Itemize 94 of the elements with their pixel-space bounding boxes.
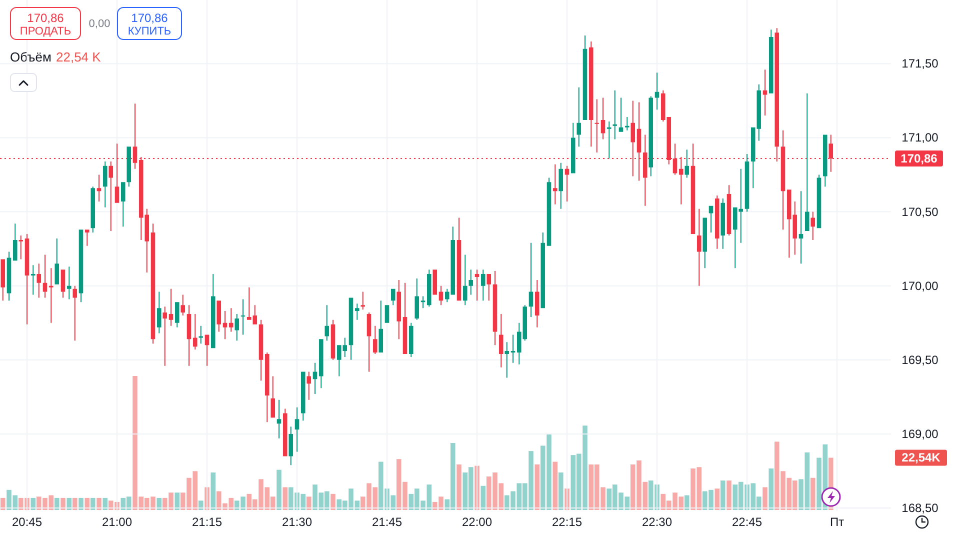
bar	[90, 498, 96, 510]
y-tick-label: 171,00	[902, 130, 939, 145]
bar	[102, 498, 108, 510]
candlestick	[96, 174, 102, 202]
candlestick	[354, 304, 360, 320]
candlestick	[576, 87, 582, 147]
candlestick	[84, 230, 90, 246]
y-tick-label: 170,00	[902, 278, 939, 293]
bar	[552, 462, 558, 510]
candlestick	[504, 342, 510, 378]
x-tick-label: 22:00	[462, 515, 492, 529]
candlestick	[498, 314, 504, 368]
x-tick-label: Пт	[830, 515, 845, 529]
candlestick	[804, 93, 810, 232]
candlestick	[468, 270, 474, 295]
bar	[810, 478, 816, 510]
bar	[54, 498, 60, 510]
candlestick	[306, 372, 312, 400]
x-tick-label: 22:30	[642, 515, 672, 529]
annotation: ПРОДАТЬ	[20, 26, 72, 38]
candlestick	[618, 98, 624, 132]
bar	[0, 498, 6, 510]
annotation: 0,00	[88, 18, 110, 30]
candlestick	[510, 334, 516, 363]
candlestick	[72, 286, 78, 341]
x-tick-label: 21:15	[192, 515, 222, 529]
candlestick	[684, 150, 690, 178]
candlestick	[552, 164, 558, 204]
candlestick	[36, 264, 42, 298]
candlestick	[810, 212, 816, 240]
y-tick-label: 169,50	[902, 352, 939, 367]
text: 22,54K	[902, 450, 941, 465]
candlestick	[360, 292, 366, 310]
ref-line-label: 170,86	[900, 151, 938, 166]
bar	[174, 492, 180, 510]
candlestick	[798, 191, 804, 264]
y-tick-label: 171,50	[902, 56, 939, 71]
bar	[306, 496, 312, 510]
bar	[768, 468, 774, 510]
bar	[330, 494, 336, 510]
candlestick	[624, 117, 630, 130]
candlestick	[18, 236, 24, 260]
bar	[456, 464, 462, 510]
bar	[720, 480, 726, 510]
bar	[714, 488, 720, 510]
bar	[84, 498, 90, 510]
candlestick	[162, 306, 168, 366]
bar	[210, 472, 216, 510]
x-tick-label: 20:45	[12, 515, 42, 529]
candlestick	[198, 326, 204, 344]
x-tick-label: 21:00	[102, 515, 132, 529]
bar	[60, 498, 66, 510]
x-tick-label: 22:45	[732, 515, 762, 529]
candlestick	[108, 161, 114, 232]
y-tick-label: 169,00	[902, 426, 939, 441]
candlestick	[606, 121, 612, 158]
bar	[276, 470, 282, 510]
candlestick	[276, 400, 282, 438]
bar	[198, 500, 204, 510]
bar	[30, 498, 36, 510]
candlestick	[192, 314, 198, 350]
bar	[72, 498, 78, 510]
x-tick-label: 21:45	[372, 515, 402, 529]
y-tick-label: 170,50	[902, 204, 939, 219]
annotation: КУПИТЬ	[128, 26, 172, 38]
candlestick	[420, 296, 426, 308]
annotation: 22,54 K	[56, 50, 102, 64]
candlestick	[612, 90, 618, 140]
candlestick	[696, 208, 702, 286]
x-tick-label: 22:15	[552, 515, 582, 529]
annotation: 170,86	[27, 11, 64, 25]
bar	[726, 480, 732, 510]
bar	[78, 498, 84, 510]
bar	[684, 495, 690, 510]
x-tick-label: 21:30	[282, 515, 312, 529]
candlestick	[66, 266, 72, 300]
bar	[96, 498, 102, 510]
bar	[534, 464, 540, 510]
annotation: 170,86	[131, 11, 168, 25]
candlestick	[594, 99, 600, 153]
candlestick	[762, 70, 768, 116]
chart-title: Объём	[10, 50, 52, 64]
candlestick	[474, 270, 480, 301]
candlestick	[240, 299, 246, 335]
bar	[762, 487, 768, 510]
y-tick-label: 168,50	[902, 501, 939, 516]
candlestick	[48, 268, 54, 323]
bar	[66, 498, 72, 510]
bar	[282, 487, 288, 510]
bar	[558, 472, 564, 510]
bar	[156, 498, 162, 510]
candlestick	[30, 265, 36, 295]
bar	[480, 486, 486, 510]
candlestick	[228, 308, 234, 332]
